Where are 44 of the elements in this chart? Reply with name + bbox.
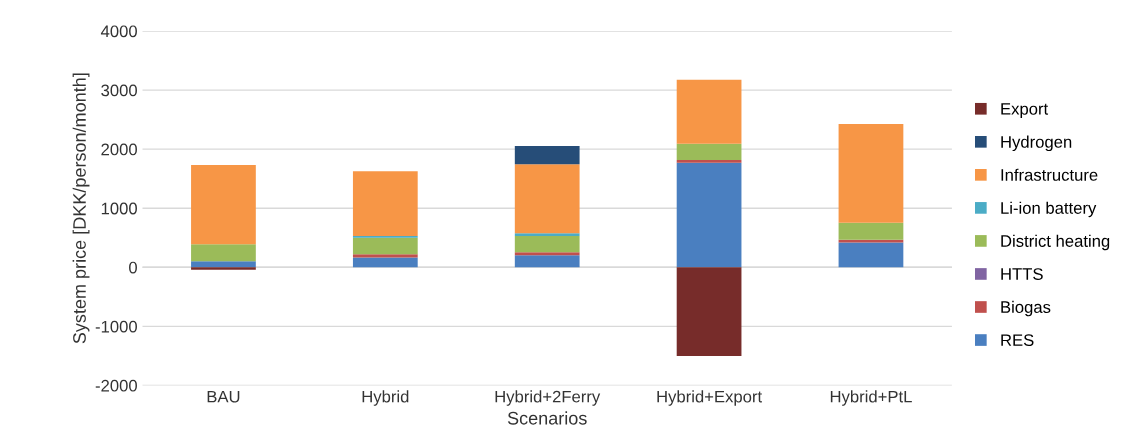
bar <box>676 79 742 144</box>
y-tick-label: 2000 <box>101 143 137 156</box>
y-tick-label: -1000 <box>95 320 137 333</box>
legend-label: District heating <box>1001 234 1110 251</box>
bar <box>191 244 256 262</box>
bar <box>352 254 418 258</box>
bar <box>514 164 580 234</box>
bar <box>352 237 418 255</box>
x-tick-label: Hybrid+PtL <box>830 390 912 406</box>
x-tick-label: BAU <box>207 390 240 403</box>
legend-label: Biogas <box>1001 300 1051 317</box>
legend-label: Hydrogen <box>1001 135 1072 152</box>
legend-label: Li-ion battery <box>1001 201 1097 218</box>
bar <box>838 242 904 268</box>
y-tick-label: 4000 <box>100 25 137 38</box>
bar <box>514 233 580 236</box>
y-tick-label: 1000 <box>101 202 137 215</box>
bar <box>838 124 904 223</box>
bar <box>191 165 256 245</box>
x-axis-title: Scenarios <box>507 411 587 425</box>
bar <box>676 160 742 163</box>
y-tick-label: 0 <box>129 261 137 274</box>
y-axis-title: System price [DKK/person/month] <box>72 73 90 344</box>
bar <box>352 257 418 268</box>
x-tick-label: Hybrid+2Ferry <box>495 390 601 406</box>
bar <box>514 145 580 165</box>
bar <box>191 261 256 268</box>
bar <box>191 267 256 270</box>
legend-label: Infrastructure <box>1001 168 1098 181</box>
y-tick-label: -2000 <box>95 379 137 392</box>
y-tick-label: 3000 <box>101 84 137 97</box>
bar <box>514 235 580 253</box>
x-tick-label: Hybrid+Export <box>657 390 762 406</box>
legend-label: Export <box>1001 103 1049 119</box>
bar <box>352 171 418 236</box>
bar <box>676 267 742 356</box>
bar <box>838 222 904 240</box>
legend-label: RES <box>1001 334 1034 347</box>
bar <box>676 162 742 268</box>
x-tick-label: Hybrid <box>362 390 409 406</box>
bar <box>676 143 742 161</box>
legend-label: HTTS <box>1001 268 1043 280</box>
bar <box>514 252 580 256</box>
bar <box>514 255 580 268</box>
